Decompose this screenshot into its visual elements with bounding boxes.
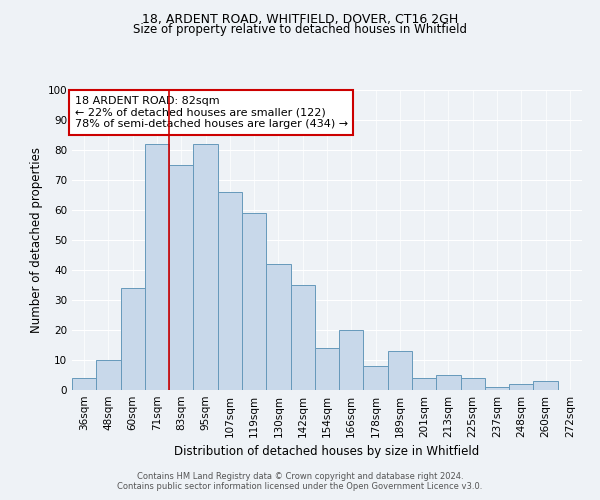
Bar bbox=[533, 381, 558, 390]
Bar bbox=[266, 264, 290, 390]
Bar bbox=[339, 330, 364, 390]
Bar bbox=[509, 384, 533, 390]
X-axis label: Distribution of detached houses by size in Whitfield: Distribution of detached houses by size … bbox=[175, 446, 479, 458]
Bar bbox=[290, 285, 315, 390]
Bar bbox=[145, 144, 169, 390]
Text: Contains public sector information licensed under the Open Government Licence v3: Contains public sector information licen… bbox=[118, 482, 482, 491]
Bar bbox=[364, 366, 388, 390]
Text: Size of property relative to detached houses in Whitfield: Size of property relative to detached ho… bbox=[133, 22, 467, 36]
Bar bbox=[121, 288, 145, 390]
Bar bbox=[436, 375, 461, 390]
Bar bbox=[218, 192, 242, 390]
Bar bbox=[412, 378, 436, 390]
Bar bbox=[388, 351, 412, 390]
Bar bbox=[193, 144, 218, 390]
Y-axis label: Number of detached properties: Number of detached properties bbox=[31, 147, 43, 333]
Text: 18 ARDENT ROAD: 82sqm
← 22% of detached houses are smaller (122)
78% of semi-det: 18 ARDENT ROAD: 82sqm ← 22% of detached … bbox=[74, 96, 347, 129]
Bar bbox=[169, 165, 193, 390]
Bar bbox=[72, 378, 96, 390]
Text: 18, ARDENT ROAD, WHITFIELD, DOVER, CT16 2GH: 18, ARDENT ROAD, WHITFIELD, DOVER, CT16 … bbox=[142, 12, 458, 26]
Bar bbox=[461, 378, 485, 390]
Bar bbox=[242, 213, 266, 390]
Text: Contains HM Land Registry data © Crown copyright and database right 2024.: Contains HM Land Registry data © Crown c… bbox=[137, 472, 463, 481]
Bar bbox=[96, 360, 121, 390]
Bar bbox=[485, 387, 509, 390]
Bar bbox=[315, 348, 339, 390]
